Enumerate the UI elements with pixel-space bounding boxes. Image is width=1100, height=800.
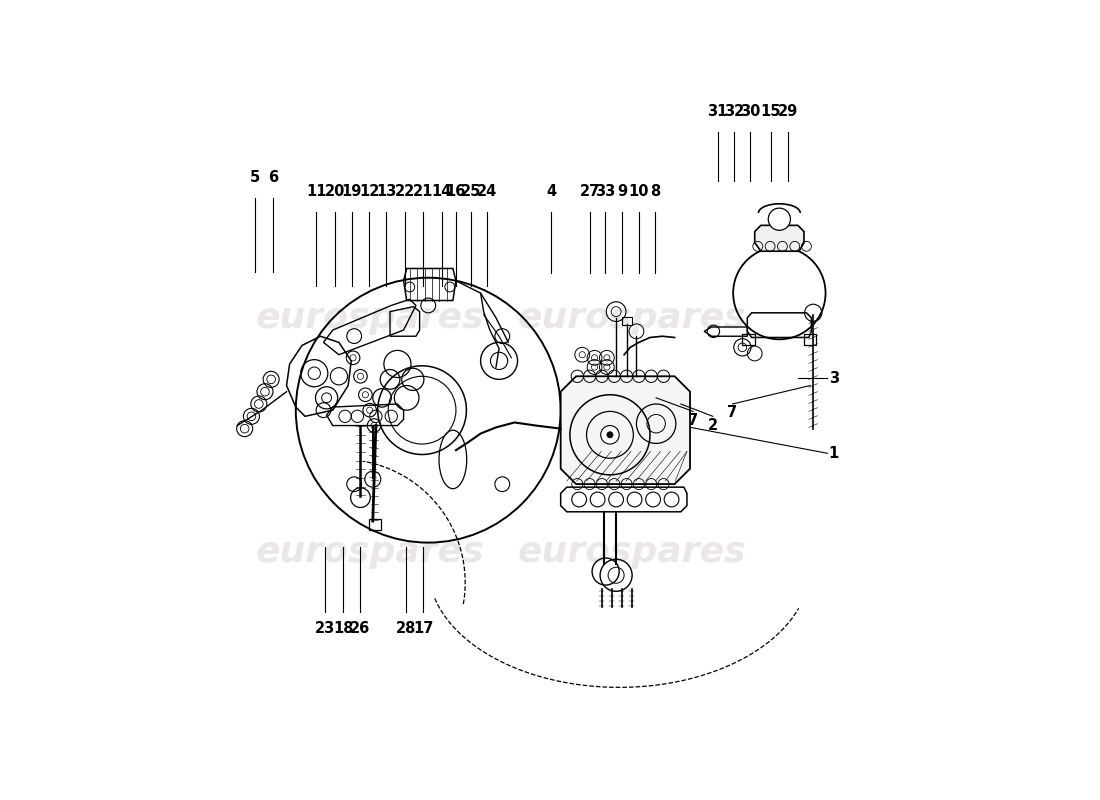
Text: 1: 1 [828, 446, 839, 461]
Text: 28: 28 [396, 621, 416, 636]
Text: 23: 23 [315, 621, 334, 636]
Text: 20: 20 [324, 185, 344, 199]
Text: 30: 30 [739, 105, 760, 119]
Text: 4: 4 [547, 185, 557, 199]
Circle shape [607, 432, 613, 438]
Text: 3: 3 [828, 370, 839, 386]
Text: 27: 27 [580, 185, 600, 199]
Bar [370, 519, 382, 530]
Text: 9: 9 [617, 185, 627, 199]
Text: 21: 21 [414, 185, 433, 199]
Text: eurospares: eurospares [517, 301, 746, 334]
Text: 11: 11 [306, 185, 327, 199]
Text: 10: 10 [629, 185, 649, 199]
Polygon shape [755, 226, 804, 251]
Bar [804, 334, 816, 346]
Text: eurospares: eurospares [517, 535, 746, 569]
Text: 7: 7 [688, 413, 698, 428]
Text: 17: 17 [414, 621, 433, 636]
Text: 15: 15 [760, 105, 781, 119]
Circle shape [601, 426, 619, 444]
Text: 22: 22 [395, 185, 415, 199]
Text: 7: 7 [727, 406, 738, 420]
Bar [621, 317, 631, 325]
Text: eurospares: eurospares [255, 535, 484, 569]
Text: 8: 8 [650, 185, 660, 199]
Text: 29: 29 [778, 105, 799, 119]
Text: 12: 12 [359, 185, 380, 199]
Polygon shape [561, 376, 690, 484]
Text: 26: 26 [350, 621, 371, 636]
Text: 2: 2 [707, 418, 718, 433]
Text: 24: 24 [476, 185, 497, 199]
Text: 5: 5 [250, 170, 260, 186]
Text: 25: 25 [461, 185, 482, 199]
Text: 6: 6 [268, 170, 278, 186]
Text: 18: 18 [333, 621, 353, 636]
Text: 14: 14 [431, 185, 452, 199]
Text: 16: 16 [446, 185, 466, 199]
Text: 31: 31 [707, 105, 728, 119]
Text: 19: 19 [342, 185, 362, 199]
Text: eurospares: eurospares [255, 301, 484, 334]
Text: 32: 32 [724, 105, 744, 119]
Text: 33: 33 [595, 185, 615, 199]
Text: 13: 13 [376, 185, 396, 199]
Circle shape [768, 208, 791, 230]
Bar [742, 334, 755, 346]
